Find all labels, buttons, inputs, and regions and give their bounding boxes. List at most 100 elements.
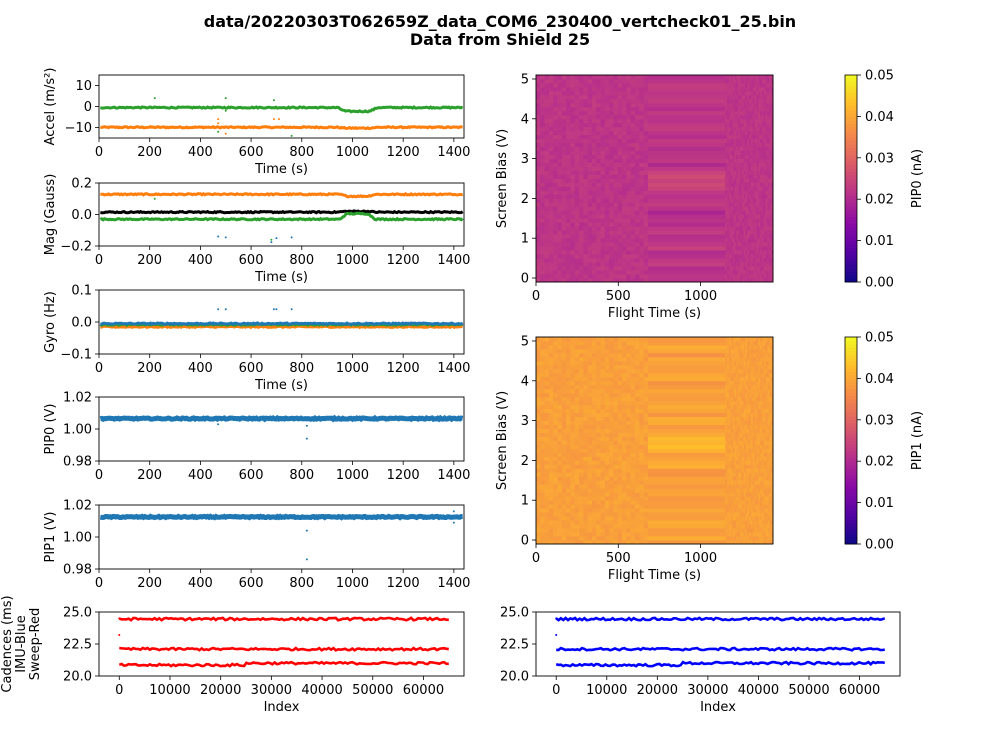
pip1_heatmap-cell xyxy=(557,452,563,457)
pip0_heatmap-cell xyxy=(747,142,750,148)
pip1_heatmap-cell xyxy=(738,384,741,390)
pip0_heatmap-cell xyxy=(596,206,601,211)
pip1_heatmap-cell xyxy=(613,528,619,533)
pip0_heatmap-cell xyxy=(749,258,752,263)
pip1_heatmap-cell xyxy=(728,380,732,386)
pip0_heatmap-cell xyxy=(734,186,737,191)
pip0_heatmap-cell xyxy=(754,274,757,279)
pip1_heatmap-cell xyxy=(622,448,627,453)
pip0_heatmap-cell xyxy=(756,142,759,148)
pip0_heatmap-cell xyxy=(763,190,767,195)
pip0_heatmap-cell xyxy=(536,75,541,80)
pip1_heatmap-cell xyxy=(732,484,735,489)
pip0_heatmap-cell xyxy=(570,146,576,152)
pip1_heatmap-cell xyxy=(557,420,563,425)
pip1_heatmap-cell xyxy=(622,388,627,394)
pip1_heatmap-cell xyxy=(732,396,735,402)
pip0_heatmap-cell xyxy=(761,150,765,156)
pip0_heatmap-cell xyxy=(626,78,632,84)
accel-series-line xyxy=(100,105,464,114)
pip0_heatmap-cell xyxy=(647,126,726,132)
pip1_heatmap-cell xyxy=(613,416,619,421)
pip0_heatmap-cell xyxy=(647,278,726,283)
pip0_heatmap-cell xyxy=(741,78,745,84)
pip0_heatmap-cell xyxy=(613,274,619,279)
pip0_heatmap-cell xyxy=(769,250,772,255)
pip0_heatmap-cell xyxy=(727,198,730,203)
pip1_heatmap-cell xyxy=(587,428,593,433)
pip1_heatmap-cell xyxy=(604,496,610,501)
pip1_heatmap-cell xyxy=(630,432,636,437)
pip0_heatmap-cell xyxy=(643,186,649,191)
pip1_heatmap-cell xyxy=(609,432,614,437)
pip1_heatmap-cell xyxy=(639,392,645,398)
pip1_heatmap-cell xyxy=(622,380,627,386)
pip0_heatmap-cell xyxy=(730,182,734,187)
pip0_heatmap-cell xyxy=(583,278,589,283)
pip1_heatmap-cell xyxy=(617,456,623,461)
pip0_heatmap-cell xyxy=(727,178,730,183)
pip0_heatmap-cell xyxy=(763,98,767,104)
pip0_heatmap-cell xyxy=(544,206,550,211)
pip1_heatmap-cell xyxy=(609,480,614,485)
mag-xtick-label: 200 xyxy=(137,253,162,268)
pip0_heatmap-cell xyxy=(579,222,584,227)
pip1_heatmap-cell xyxy=(574,364,580,370)
pip0_heatmap-cell xyxy=(609,254,614,259)
pip1_heatmap-cell xyxy=(536,528,541,533)
pip0_heatmap-cell xyxy=(758,186,761,191)
pip0_heatmap-cell xyxy=(635,246,640,251)
pip0_heatmap-cell xyxy=(743,130,746,136)
pip1_heatmap-cell xyxy=(596,392,601,398)
pip0_heatmap-cell xyxy=(727,254,730,259)
pip0_heatmap-cell xyxy=(583,126,589,132)
pip0_heatmap-cell xyxy=(767,142,770,148)
pip0_heatmap-cell xyxy=(583,138,589,144)
pip0_heatmap-cell xyxy=(745,146,748,152)
pip0_heatmap-cell xyxy=(771,206,774,211)
pip1_heatmap-cell xyxy=(596,448,601,453)
pip1_heatmap-cell xyxy=(604,436,610,441)
pip0_heatmap-cell xyxy=(630,118,636,124)
pip0_heatmap-cell xyxy=(647,202,726,207)
pip0_heatmap-cell xyxy=(609,82,614,88)
pip0_heatmap-cell xyxy=(591,130,597,136)
pip0_heatmap-cell xyxy=(570,186,576,191)
pip0_heatmap-cell xyxy=(643,166,649,171)
pip1_heatmap-cell xyxy=(583,344,589,350)
pip1_heatmap-cell xyxy=(600,376,606,382)
pip0_heatmap-cell xyxy=(635,75,640,80)
pip0_heatmap-cell xyxy=(734,198,737,203)
pip1_heatmap-cell xyxy=(536,380,541,386)
pip1_heatmap-cell xyxy=(596,424,601,429)
pip0_heatmap-cell xyxy=(725,182,728,187)
pip0_heatmap-cell xyxy=(747,230,750,235)
pip0_heatmap-colorbar-step xyxy=(845,219,857,224)
pip0_heatmap-colorbar-tick-label: 0.04 xyxy=(865,110,894,125)
pip1_heatmap-cell xyxy=(544,516,550,521)
pip0_heatmap-cell xyxy=(738,110,741,116)
pip0_heatmap-cell xyxy=(609,198,614,203)
pip1_heatmap-cell xyxy=(591,436,597,441)
pip1_heatmap-cell xyxy=(574,536,580,541)
pip0_heatmap-cell xyxy=(604,246,610,251)
pip1_heatmap-cell xyxy=(596,364,601,370)
pip1_heatmap-cell xyxy=(635,384,640,390)
pip1_heatmap-cell xyxy=(561,496,567,501)
pip1_heatmap-cell xyxy=(600,388,606,394)
pip1_heatmap-cell xyxy=(626,428,632,433)
pip1_heatmap-cell xyxy=(741,468,745,473)
pip1_heatmap-cell xyxy=(583,364,589,370)
pip1_heatmap-cell xyxy=(739,476,743,481)
pip0_heatmap-cell xyxy=(600,270,606,275)
pip0_heatmap-cell xyxy=(728,102,732,108)
pip1_heatmap-cell xyxy=(626,504,632,509)
pip0_heatmap-cell xyxy=(635,90,640,96)
pip0_heatmap-cell xyxy=(604,166,610,171)
pip1_heatmap-cell xyxy=(738,484,741,489)
pip0_heatmap-cell xyxy=(763,170,767,175)
pip0_heatmap-cell xyxy=(750,146,754,152)
pip0_heatmap-cell xyxy=(622,102,627,108)
pip0_heatmap-cell xyxy=(750,178,754,183)
pip0_heatmap-cell xyxy=(725,82,728,88)
